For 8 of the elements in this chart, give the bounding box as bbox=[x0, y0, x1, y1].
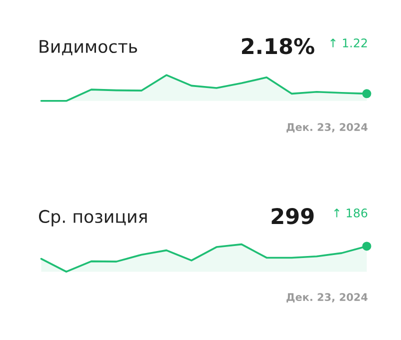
text: 2.18% bbox=[242, 38, 314, 54]
chart-title: Видимость bbox=[40, 40, 138, 56]
text: Дек. 23, 2024 bbox=[286, 123, 368, 133]
text: 299 bbox=[272, 208, 314, 224]
text: Дек. 23, 2024 bbox=[286, 293, 368, 303]
text: ↑ 1.22 bbox=[330, 38, 367, 48]
chart-title: Ср. позиция bbox=[38, 210, 147, 226]
text: ↑ 186 bbox=[334, 208, 368, 218]
